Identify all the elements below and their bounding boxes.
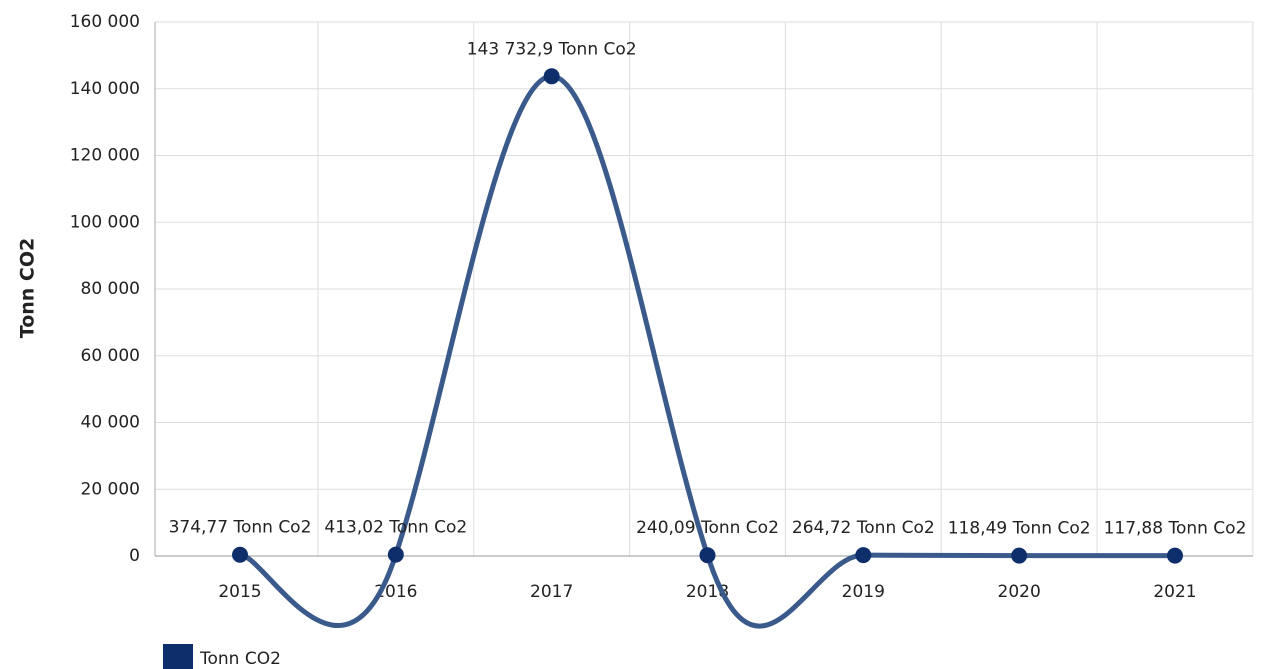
data-label: 374,77 Tonn Co2 [169, 518, 312, 538]
x-tick-label: 2020 [998, 582, 1041, 602]
legend-swatch [163, 644, 193, 669]
x-tick-label: 2017 [530, 582, 573, 602]
y-tick-label: 100 000 [70, 212, 140, 232]
x-tick-label: 2015 [218, 582, 261, 602]
x-tick-label: 2019 [842, 582, 885, 602]
y-tick-label: 120 000 [70, 146, 140, 166]
point [387, 546, 404, 563]
line [239, 73, 1175, 629]
x-tick-label: 2021 [1153, 582, 1196, 602]
data-label: 264,72 Tonn Co2 [792, 518, 935, 538]
data-label: 240,09 Tonn Co2 [636, 518, 779, 538]
y-tick-label: 160 000 [70, 12, 140, 32]
point [232, 546, 248, 563]
legend-label: Tonn CO2 [199, 649, 281, 669]
point [699, 547, 716, 564]
y-tick-label: 60 000 [81, 346, 140, 366]
y-tick-label: 20 000 [81, 479, 140, 499]
data-label: 413,02 Tonn Co2 [324, 518, 467, 538]
point [543, 68, 560, 85]
point [1166, 547, 1183, 564]
point [855, 547, 872, 564]
y-tick-label: 80 000 [81, 279, 140, 299]
data-label: 117,88 Tonn Co2 [1104, 519, 1247, 539]
y-axis-title: Tonn CO2 [17, 238, 39, 338]
y-tick-label: 40 000 [81, 413, 140, 433]
y-tick-label: 140 000 [70, 79, 140, 99]
data-label: 143 732,9 Tonn Co2 [467, 39, 637, 59]
point [1011, 547, 1028, 564]
y-tick-label: 0 [129, 546, 140, 566]
data-label: 118,49 Tonn Co2 [948, 519, 1091, 539]
